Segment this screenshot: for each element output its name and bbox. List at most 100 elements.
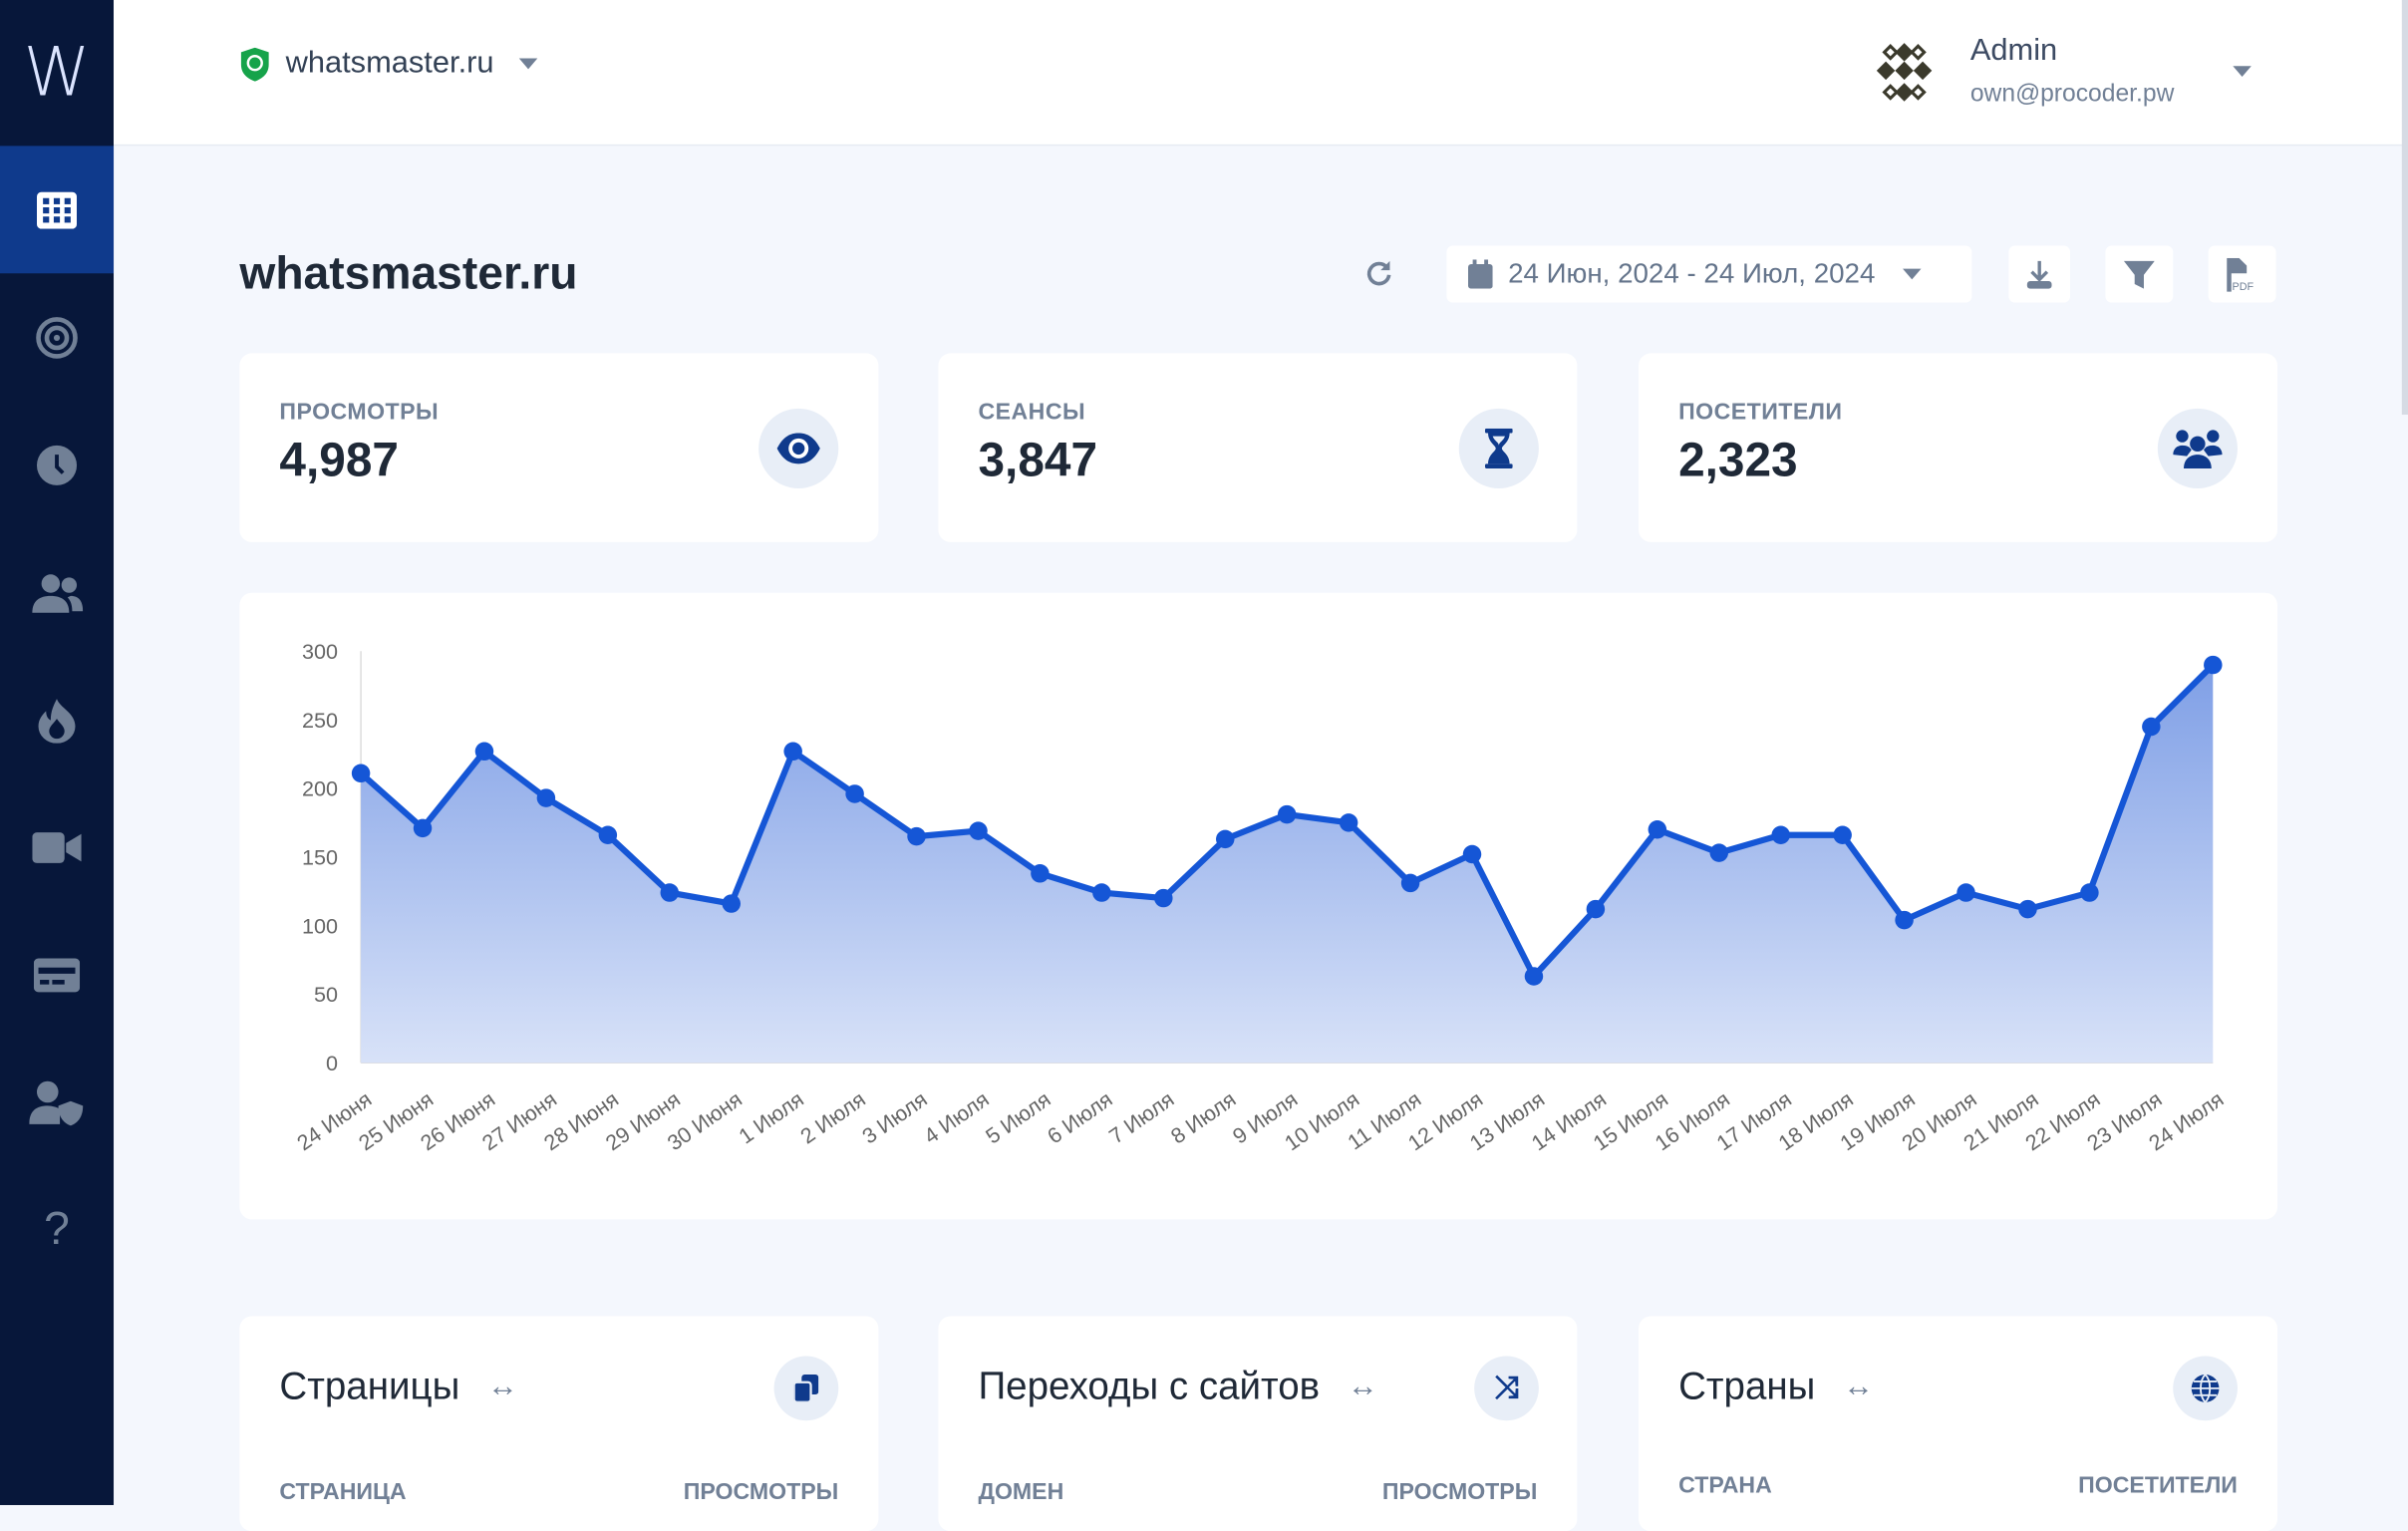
column-header[interactable]: СТРАНИЦА bbox=[279, 1478, 407, 1505]
card-title: Страницы bbox=[279, 1365, 460, 1408]
column-header[interactable]: СТРАНА bbox=[1678, 1472, 1772, 1499]
data-point bbox=[1586, 899, 1606, 919]
date-range-picker[interactable]: 24 Июн, 2024 - 24 Июл, 2024 bbox=[1446, 245, 1972, 303]
date-range-text: 24 Июн, 2024 - 24 Июл, 2024 bbox=[1508, 257, 1876, 289]
sidebar-item-visitors[interactable] bbox=[0, 528, 114, 656]
stat-card-sessions: СЕАНСЫ 3,847 bbox=[938, 353, 1578, 542]
site-selector[interactable]: whatsmaster.ru bbox=[239, 46, 537, 81]
chevron-down-icon bbox=[518, 58, 537, 70]
x-tick-label: 5 Июля bbox=[981, 1086, 1054, 1149]
calendar-icon bbox=[1468, 259, 1493, 289]
question-icon: ? bbox=[44, 1203, 70, 1255]
area-fill bbox=[361, 665, 2214, 1064]
data-point bbox=[2204, 655, 2223, 675]
stat-label: СЕАНСЫ bbox=[978, 399, 1086, 426]
data-point bbox=[907, 826, 926, 846]
data-point bbox=[1524, 967, 1544, 986]
globe-icon bbox=[2173, 1356, 2238, 1421]
data-point bbox=[1277, 804, 1297, 824]
sidebar-item-dashboard[interactable] bbox=[0, 146, 115, 274]
shuffle-icon: ⤨ bbox=[1474, 1356, 1539, 1421]
video-icon bbox=[32, 831, 82, 863]
clock-icon bbox=[36, 445, 78, 485]
expand-arrows-icon[interactable]: ↔ bbox=[1843, 1370, 1874, 1404]
sidebar-item-goals[interactable] bbox=[0, 273, 114, 401]
data-point bbox=[1895, 910, 1914, 930]
data-point bbox=[413, 818, 433, 838]
data-point bbox=[1462, 844, 1482, 864]
x-tick-label: 2 Июля bbox=[795, 1086, 869, 1149]
chart-card: 0 50 100 150 200 250 300 24 Июня 25 Июня 26 Июня 2… bbox=[239, 592, 2278, 1220]
data-point bbox=[474, 742, 494, 762]
data-point bbox=[1339, 813, 1358, 832]
x-tick-label: 7 Июля bbox=[1104, 1086, 1178, 1149]
x-tick-label: 4 Июля bbox=[919, 1086, 993, 1149]
pdf-button[interactable]: PDF bbox=[2208, 245, 2276, 303]
data-point bbox=[969, 821, 988, 840]
sidebar-item-realtime[interactable] bbox=[0, 401, 114, 528]
data-point bbox=[1956, 883, 1975, 902]
filter-button[interactable] bbox=[2105, 245, 2174, 303]
y-tick-label: 50 bbox=[314, 982, 338, 1007]
column-header[interactable]: ПРОСМОТРЫ bbox=[683, 1478, 839, 1505]
card-title: Страны bbox=[1678, 1365, 1816, 1408]
sidebar-item-team[interactable] bbox=[0, 1039, 114, 1166]
chevron-down-icon bbox=[1903, 268, 1922, 280]
data-point bbox=[1771, 825, 1790, 844]
data-point bbox=[351, 764, 371, 783]
sidebar-item-heatmaps[interactable] bbox=[0, 656, 114, 783]
sidebar-item-help[interactable]: ? bbox=[0, 1165, 114, 1293]
x-tick-label: 6 Июля bbox=[1043, 1086, 1116, 1149]
filter-icon bbox=[2123, 260, 2155, 288]
site-name: whatsmaster.ru bbox=[285, 46, 494, 81]
expand-arrows-icon[interactable]: ↔ bbox=[1347, 1370, 1378, 1404]
stat-card-views: ПРОСМОТРЫ 4,987 bbox=[239, 353, 879, 542]
avatar[interactable] bbox=[1869, 37, 1940, 116]
user-name[interactable]: Admin bbox=[1969, 33, 2058, 68]
download-icon bbox=[2026, 260, 2052, 288]
refresh-button[interactable] bbox=[1363, 258, 1394, 297]
y-tick-label: 100 bbox=[302, 913, 338, 938]
referrers-card: Переходы с сайтов ↔ ⤨ ДОМЕН ПРОСМОТРЫ bbox=[938, 1316, 1578, 1531]
eye-icon bbox=[758, 408, 839, 488]
data-point bbox=[845, 784, 864, 803]
data-point bbox=[1092, 883, 1111, 902]
expand-arrows-icon[interactable]: ↔ bbox=[487, 1370, 518, 1404]
column-header[interactable]: ПРОСМОТРЫ bbox=[1381, 1478, 1538, 1505]
users-icon bbox=[2157, 408, 2238, 488]
users-icon bbox=[32, 573, 84, 613]
column-header[interactable]: ДОМЕН bbox=[978, 1478, 1064, 1505]
countries-card: Страны ↔ СТРАНА ПОСЕТИТЕЛИ bbox=[1639, 1316, 2278, 1531]
y-tick-label: 150 bbox=[302, 844, 338, 869]
data-point bbox=[1400, 873, 1420, 893]
user-menu-chevron-icon[interactable] bbox=[2233, 66, 2252, 78]
x-tick-label: 8 Июля bbox=[1166, 1086, 1240, 1149]
target-icon bbox=[36, 316, 78, 359]
stat-value: 4,987 bbox=[279, 433, 399, 487]
data-point bbox=[1648, 819, 1667, 839]
scrollbar[interactable] bbox=[2401, 0, 2408, 416]
data-point bbox=[783, 742, 802, 762]
stat-label: ПРОСМОТРЫ bbox=[279, 399, 440, 426]
fire-icon bbox=[38, 698, 76, 743]
stat-value: 2,323 bbox=[1678, 433, 1798, 487]
whatsapp-shield-icon bbox=[240, 46, 269, 81]
data-point bbox=[1031, 864, 1050, 883]
sidebar: W ? bbox=[0, 0, 115, 1505]
y-tick-label: 200 bbox=[302, 776, 338, 801]
sidebar-item-billing[interactable] bbox=[0, 911, 114, 1039]
sidebar-item-recordings[interactable] bbox=[0, 783, 114, 911]
svg-text:PDF: PDF bbox=[2233, 280, 2255, 291]
credit-card-icon bbox=[33, 957, 81, 992]
data-point bbox=[1833, 825, 1852, 844]
stat-value: 3,847 bbox=[978, 433, 1098, 487]
app-logo[interactable]: W bbox=[23, 33, 91, 113]
y-tick-label: 0 bbox=[326, 1051, 338, 1075]
export-button[interactable] bbox=[2008, 245, 2070, 303]
stat-card-visitors: ПОСЕТИТЕЛИ 2,323 bbox=[1639, 353, 2278, 542]
column-header[interactable]: ПОСЕТИТЕЛИ bbox=[2078, 1472, 2238, 1499]
pdf-file-icon: PDF bbox=[2227, 257, 2255, 291]
data-point bbox=[2080, 883, 2099, 902]
user-shield-icon bbox=[29, 1079, 84, 1125]
data-point bbox=[660, 883, 680, 902]
